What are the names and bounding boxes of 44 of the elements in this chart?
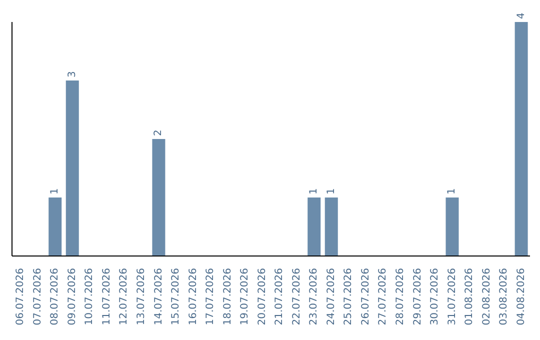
x-tick-label: 11.07.2026 xyxy=(101,268,112,326)
x-tick-label: 17.07.2026 xyxy=(205,268,216,326)
x-tick-label: 08.07.2026 xyxy=(50,268,61,326)
x-tick-label: 06.07.2026 xyxy=(15,268,26,326)
x-tick-label: 10.07.2026 xyxy=(84,268,96,326)
data-label: 1 xyxy=(326,188,337,194)
data-label: 1 xyxy=(50,188,61,194)
data-label: 4 xyxy=(516,12,527,19)
x-tick-label: 18.07.2026 xyxy=(222,268,234,326)
bar xyxy=(514,22,528,256)
bar xyxy=(324,198,338,256)
x-tick-label: 03.08.2026 xyxy=(498,268,510,326)
x-tick-label: 19.07.2026 xyxy=(240,268,251,326)
x-tick-label: 15.07.2026 xyxy=(170,268,182,326)
x-tick-label: 20.07.2026 xyxy=(256,268,268,326)
data-label: 2 xyxy=(153,130,164,136)
x-tick-label: 07.07.2026 xyxy=(32,268,44,326)
x-tick-label: 28.07.2026 xyxy=(395,268,406,326)
x-tick-label: 27.07.2026 xyxy=(378,268,389,326)
x-tick-label: 04.08.2026 xyxy=(516,268,527,326)
x-tick-label: 29.07.2026 xyxy=(412,268,424,326)
data-label: 3 xyxy=(66,71,78,78)
data-label: 1 xyxy=(308,188,320,194)
bar xyxy=(66,80,79,256)
x-tick-label: 02.08.2026 xyxy=(481,268,492,326)
x-tick-label: 22.07.2026 xyxy=(291,268,302,326)
x-tick-label: 31.07.2026 xyxy=(446,268,458,326)
bar xyxy=(48,198,62,256)
x-tick-label: 25.07.2026 xyxy=(343,268,354,326)
bar xyxy=(308,198,321,256)
x-tick-label: 21.07.2026 xyxy=(274,268,286,326)
data-label: 1 xyxy=(446,188,458,194)
x-tick-label: 01.08.2026 xyxy=(464,268,476,326)
x-tick-label: 14.07.2026 xyxy=(153,268,164,326)
x-tick-label: 26.07.2026 xyxy=(360,268,372,326)
bar xyxy=(446,198,459,256)
x-tick-label: 23.07.2026 xyxy=(308,268,320,326)
x-tick-label: 24.07.2026 xyxy=(326,268,337,326)
x-tick-label: 30.07.2026 xyxy=(430,268,441,326)
x-tick-label: 09.07.2026 xyxy=(66,268,78,326)
x-tick-label: 13.07.2026 xyxy=(136,268,147,326)
bar xyxy=(152,139,166,256)
x-tick-label: 16.07.2026 xyxy=(188,268,199,326)
x-tick-label: 12.07.2026 xyxy=(118,268,130,326)
